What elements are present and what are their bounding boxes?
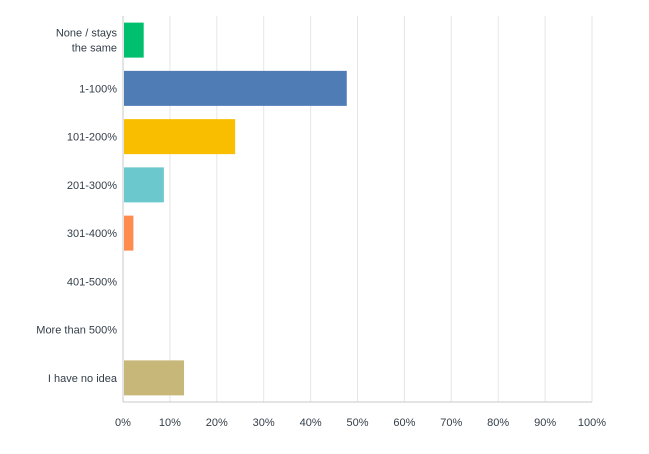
bar	[124, 70, 347, 106]
bar	[124, 119, 236, 155]
category-label-line: 201-300%	[67, 180, 117, 192]
x-tick-label: 50%	[346, 417, 368, 429]
category-label-line: More than 500%	[36, 325, 117, 337]
x-tick-label: 40%	[300, 417, 322, 429]
category-label-line: 301-400%	[67, 228, 117, 240]
x-tick-label: 100%	[578, 417, 606, 429]
category-label-line: the same	[72, 43, 117, 55]
category-label-line: 1-100%	[79, 83, 117, 95]
category-label-line: I have no idea	[48, 373, 118, 385]
x-tick-label: 90%	[534, 417, 556, 429]
bar	[124, 215, 134, 251]
x-tick-label: 70%	[440, 417, 462, 429]
category-label: More than 500%	[36, 325, 117, 337]
bar	[124, 167, 164, 203]
category-label: I have no idea	[48, 373, 118, 385]
x-tick-label: 60%	[393, 417, 415, 429]
category-label: 401-500%	[67, 276, 117, 288]
x-tick-label: 20%	[206, 417, 228, 429]
x-tick-label: 30%	[253, 417, 275, 429]
category-label: 301-400%	[67, 228, 117, 240]
x-tick-label: 10%	[159, 417, 181, 429]
category-label-line: 101-200%	[67, 132, 117, 144]
category-label: 1-100%	[79, 83, 117, 95]
x-tick-label: 0%	[115, 417, 131, 429]
x-tick-label: 80%	[487, 417, 509, 429]
bar	[124, 22, 144, 58]
bar	[124, 360, 185, 396]
category-label-line: 401-500%	[67, 276, 117, 288]
category-label: 101-200%	[67, 132, 117, 144]
category-label-line: None / stays	[56, 28, 118, 40]
category-label: None / stays the same	[56, 28, 118, 55]
category-label: 201-300%	[67, 180, 117, 192]
